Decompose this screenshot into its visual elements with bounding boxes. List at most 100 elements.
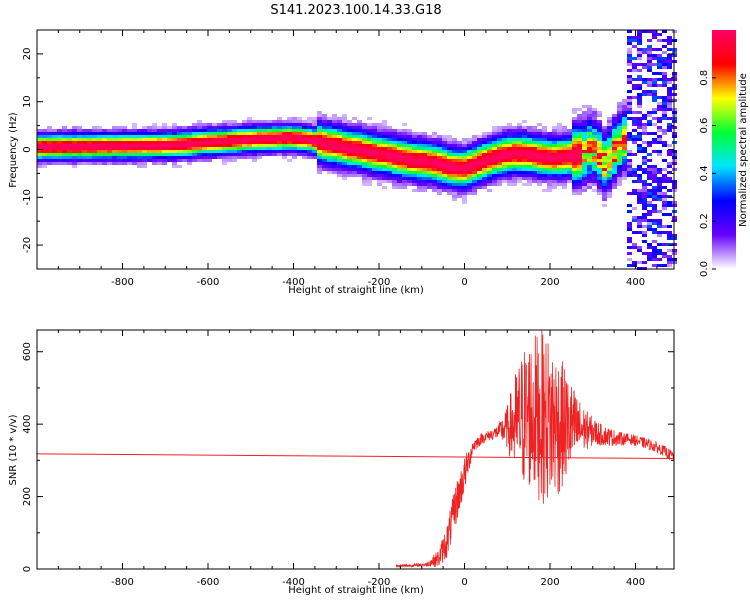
spectrogram-cell bbox=[637, 165, 642, 168]
spectrogram-cell bbox=[362, 156, 367, 159]
spectrogram-cell bbox=[537, 174, 542, 177]
spectrogram-cell bbox=[532, 126, 537, 129]
spectrogram-cell bbox=[572, 162, 577, 165]
spectrogram-cell bbox=[642, 90, 647, 93]
spectrogram-cell bbox=[482, 177, 487, 180]
spectrogram-cell bbox=[137, 129, 142, 132]
spectrogram-cell bbox=[372, 156, 377, 159]
spectrogram-cell bbox=[432, 153, 437, 156]
spectrogram-cell bbox=[537, 165, 542, 168]
spectrogram-cell bbox=[382, 132, 387, 135]
spectrogram-cell bbox=[587, 126, 592, 129]
spectrogram-cell bbox=[667, 93, 672, 96]
spectrogram-cell bbox=[642, 66, 647, 69]
spectrogram-cell bbox=[482, 132, 487, 135]
spectrogram-cell bbox=[647, 45, 652, 48]
spectrogram-cell bbox=[617, 183, 622, 186]
spectrogram-cell bbox=[652, 249, 657, 252]
spectrogram-cell bbox=[212, 156, 217, 159]
spectrogram-cell bbox=[342, 150, 347, 153]
spectrogram-cell bbox=[142, 138, 147, 141]
spectrogram-cell bbox=[647, 243, 652, 246]
spectrogram-cell bbox=[492, 180, 497, 183]
spectrogram-cell bbox=[607, 156, 612, 159]
spectrogram-cell bbox=[582, 141, 587, 144]
spectrogram-cell bbox=[357, 168, 362, 171]
spectrogram-cell bbox=[547, 135, 552, 138]
spectrogram-cell bbox=[397, 171, 402, 174]
spectrogram-cell bbox=[427, 147, 432, 150]
spectrogram-cell bbox=[637, 150, 642, 153]
spectrogram-cell bbox=[592, 114, 597, 117]
spectrogram-cell bbox=[237, 135, 242, 138]
spectrogram-cell bbox=[567, 132, 572, 135]
spectrogram-cell bbox=[567, 180, 572, 183]
spectrogram-cell bbox=[637, 69, 642, 72]
spectrogram-cell bbox=[662, 144, 667, 147]
spectrogram-cell bbox=[532, 129, 537, 132]
spectrogram-cell bbox=[567, 174, 572, 177]
spectrogram-cell bbox=[292, 126, 297, 129]
spectrogram-cell bbox=[637, 57, 642, 60]
spectrogram-cell bbox=[257, 132, 262, 135]
spectrogram-cell bbox=[627, 240, 632, 243]
spectrogram-cell bbox=[492, 153, 497, 156]
spectrogram-cell bbox=[517, 159, 522, 162]
spectrogram-cell bbox=[157, 162, 162, 165]
spectrogram-cell bbox=[397, 174, 402, 177]
spectrogram-cell bbox=[102, 147, 107, 150]
spectrogram-cell bbox=[362, 135, 367, 138]
spectrogram-cell bbox=[542, 150, 547, 153]
spectrogram-cell bbox=[522, 129, 527, 132]
spectrogram-cell bbox=[232, 141, 237, 144]
spectrogram-cell bbox=[97, 153, 102, 156]
spectrogram-cell bbox=[412, 171, 417, 174]
spectrogram-cell bbox=[627, 75, 632, 78]
spectrogram-cell bbox=[467, 180, 472, 183]
spectrogram-cell bbox=[297, 147, 302, 150]
spectrogram-cell bbox=[467, 183, 472, 186]
spectrogram-cell bbox=[87, 147, 92, 150]
spectrogram-cell bbox=[342, 123, 347, 126]
spectrogram-cell bbox=[477, 159, 482, 162]
spectrogram-cell bbox=[647, 258, 652, 261]
spectrogram-cell bbox=[587, 135, 592, 138]
spectrogram-cell bbox=[567, 168, 572, 171]
spectrogram-cell bbox=[627, 159, 632, 162]
spectrogram-cell bbox=[667, 255, 672, 258]
spectrogram-cell bbox=[592, 153, 597, 156]
spectrogram-cell bbox=[652, 78, 657, 81]
spectrogram-cell bbox=[177, 141, 182, 144]
spectrogram-cell bbox=[627, 204, 632, 207]
spectrogram-cell bbox=[157, 129, 162, 132]
spectrogram-cell bbox=[197, 144, 202, 147]
spectrogram-cell bbox=[367, 180, 372, 183]
spectrogram-cell bbox=[372, 162, 377, 165]
spectrogram-cell bbox=[207, 126, 212, 129]
spectrogram-cell bbox=[252, 144, 257, 147]
spectrogram-cell bbox=[87, 135, 92, 138]
spectrogram-cell bbox=[52, 153, 57, 156]
spectrogram-cell bbox=[117, 159, 122, 162]
snr-x-label: Height of straight line (km) bbox=[288, 585, 424, 596]
spectrogram-cell bbox=[637, 138, 642, 141]
spectrogram-cell bbox=[572, 111, 577, 114]
spectrogram-cell bbox=[312, 117, 317, 120]
spectrogram-cell bbox=[262, 120, 267, 123]
spectrogram-cell bbox=[427, 171, 432, 174]
spectrogram-cell bbox=[162, 150, 167, 153]
spectrogram-cell bbox=[622, 156, 627, 159]
spectrogram-cell bbox=[237, 153, 242, 156]
spectrogram-cell bbox=[417, 165, 422, 168]
spectrogram-cell bbox=[422, 156, 427, 159]
spectrogram-cell bbox=[472, 168, 477, 171]
spectrogram-cell bbox=[412, 132, 417, 135]
spectrogram-cell bbox=[667, 66, 672, 69]
spectrogram-cell bbox=[247, 153, 252, 156]
spectrogram-cell bbox=[577, 177, 582, 180]
spectrogram-cell bbox=[657, 96, 662, 99]
spectrogram-cell bbox=[337, 147, 342, 150]
snr-y-tick-label: 600 bbox=[22, 342, 33, 361]
spectrogram-cell bbox=[447, 183, 452, 186]
spectrogram-cell bbox=[327, 144, 332, 147]
